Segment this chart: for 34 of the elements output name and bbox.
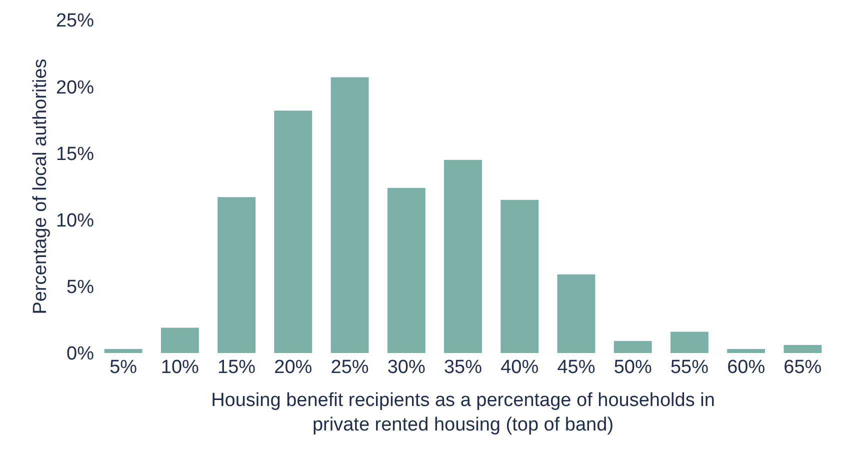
bar bbox=[557, 274, 596, 353]
bar bbox=[784, 345, 822, 353]
y-axis-title: Percentage of local authorities bbox=[30, 58, 51, 314]
x-tick-label: 10% bbox=[160, 357, 200, 378]
x-tick-label: 50% bbox=[614, 357, 652, 378]
bar bbox=[330, 77, 369, 353]
bar bbox=[614, 341, 652, 353]
x-tick-label: 60% bbox=[727, 357, 766, 378]
bar bbox=[104, 349, 142, 353]
x-tick-label: 65% bbox=[784, 357, 822, 378]
y-tick-label: 10% bbox=[56, 210, 94, 232]
y-tick-label: 5% bbox=[66, 277, 94, 298]
bar bbox=[387, 188, 426, 353]
bar bbox=[160, 328, 199, 353]
bar bbox=[444, 160, 482, 353]
bar bbox=[500, 200, 539, 353]
x-tick-label: 30% bbox=[387, 357, 426, 378]
x-tick-label: 15% bbox=[218, 357, 256, 378]
x-tick-label: 45% bbox=[557, 357, 596, 378]
y-tick-label: 20% bbox=[56, 77, 94, 98]
bar bbox=[727, 349, 766, 353]
x-axis-title: Housing benefit recipients as a percentage of households in private rented housing (top of band) bbox=[211, 390, 715, 436]
bar bbox=[670, 332, 708, 353]
x-tick-label: 5% bbox=[110, 357, 138, 378]
bar bbox=[218, 197, 256, 353]
y-tick-label: 15% bbox=[56, 144, 94, 165]
x-tick-label: 25% bbox=[330, 357, 369, 378]
x-tick-label: 55% bbox=[670, 357, 709, 378]
y-tick-label: 0% bbox=[66, 344, 94, 365]
x-tick-label: 40% bbox=[500, 357, 539, 378]
x-tick-label: 20% bbox=[274, 357, 312, 378]
bar bbox=[274, 110, 312, 353]
y-tick-label: 25% bbox=[56, 10, 94, 32]
x-tick-label: 35% bbox=[444, 357, 482, 378]
